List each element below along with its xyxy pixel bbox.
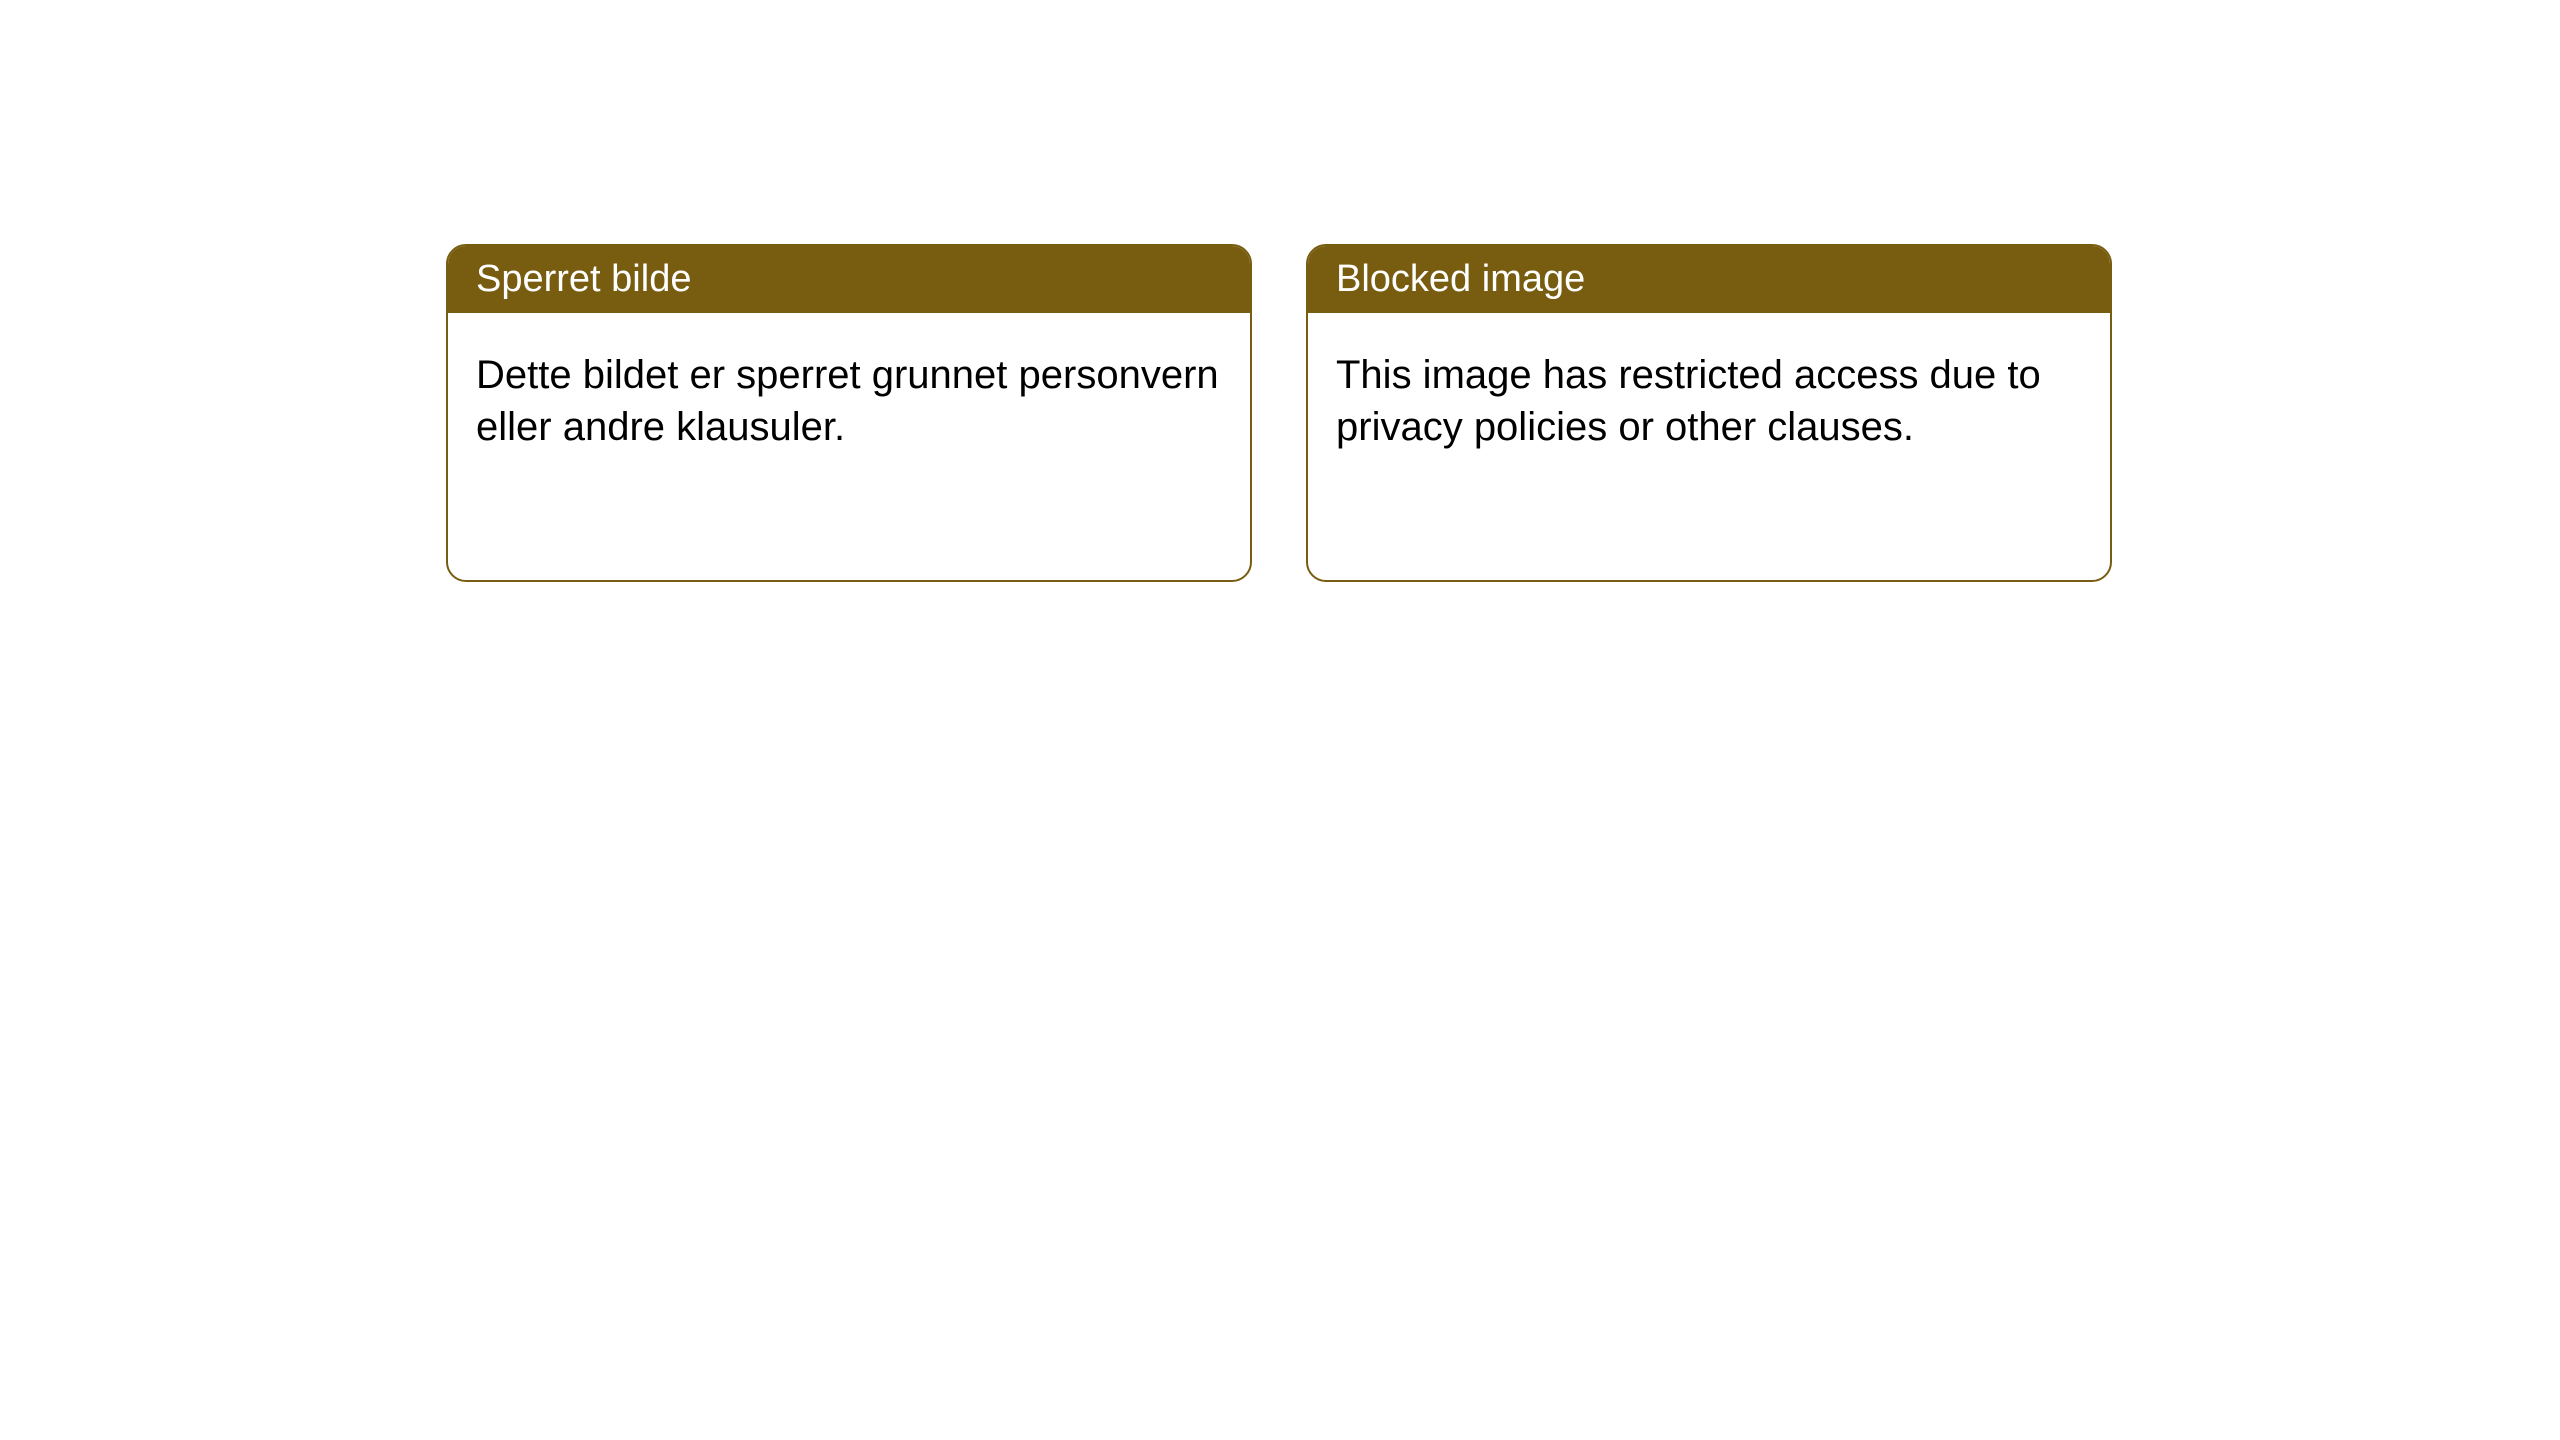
notice-cards-container: Sperret bilde Dette bildet er sperret gr… <box>0 0 2560 582</box>
card-title: Blocked image <box>1308 246 2110 313</box>
blocked-image-card-no: Sperret bilde Dette bildet er sperret gr… <box>446 244 1252 582</box>
blocked-image-card-en: Blocked image This image has restricted … <box>1306 244 2112 582</box>
card-title: Sperret bilde <box>448 246 1250 313</box>
card-body: This image has restricted access due to … <box>1308 313 2110 489</box>
card-body: Dette bildet er sperret grunnet personve… <box>448 313 1250 489</box>
